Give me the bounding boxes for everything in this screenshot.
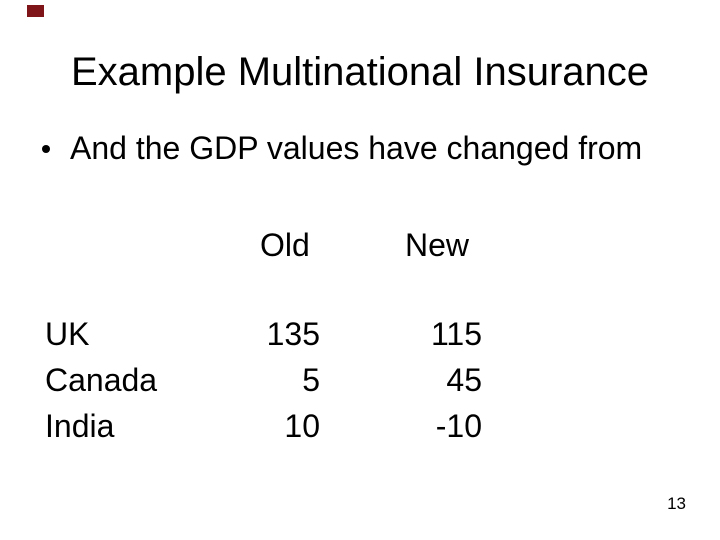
slide-corner-mark	[27, 5, 44, 17]
cell-old-value: 135	[266, 316, 320, 352]
slide-title: Example Multinational Insurance	[70, 50, 650, 94]
cell-old-value: 10	[284, 408, 320, 444]
bullet-item: And the GDP values have changed from	[0, 130, 720, 166]
row-label: Canada	[45, 362, 158, 398]
cell-new-value: -10	[435, 408, 482, 444]
bullet-text: And the GDP values have changed from	[70, 130, 643, 166]
row-label: India	[45, 408, 115, 444]
column-header-old: Old	[260, 227, 310, 263]
bullet-dot-icon	[42, 145, 50, 153]
table-row: Canada 5 45	[0, 362, 520, 398]
page-number: 13	[667, 494, 686, 513]
row-label: UK	[45, 316, 90, 352]
cell-new-value: 45	[446, 362, 482, 398]
cell-old-value: 5	[302, 362, 320, 398]
column-header-new: New	[405, 227, 470, 263]
table-row: UK 135 115	[0, 316, 520, 352]
cell-new-value: 115	[430, 316, 482, 352]
gdp-table-header-row: Old New	[0, 227, 520, 263]
table-row: India 10 -10	[0, 408, 520, 444]
